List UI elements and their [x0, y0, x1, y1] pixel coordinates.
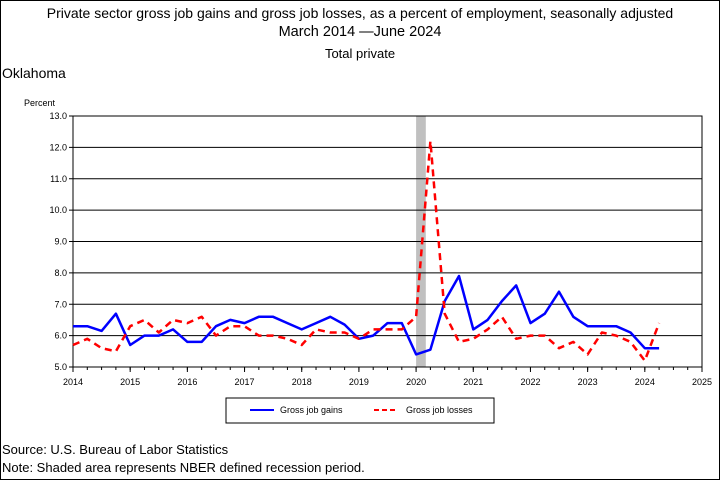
legend-label: Gross job losses [406, 405, 473, 415]
chart-title: Private sector gross job gains and gross… [46, 5, 674, 21]
line-chart: 5.0 6.0 7.0 8.0 9.0 10.0 11.0 12.0 13.0 2014 2015 2… [49, 111, 712, 424]
y-tick-label: 7.0 [54, 299, 67, 309]
source-note: Source: U.S. Bureau of Labor Statistics [2, 442, 229, 457]
y-tick-label: 8.0 [54, 268, 67, 278]
chart-date-range: March 2014 —June 2024 [278, 24, 442, 40]
x-tick-label: 2025 [692, 377, 712, 387]
y-tick-label: 6.0 [54, 331, 67, 341]
x-tick-label: 2024 [635, 377, 655, 387]
x-tick-label: 2021 [463, 377, 483, 387]
y-tick-label: 12.0 [49, 142, 67, 152]
y-tick-label: 9.0 [54, 237, 67, 247]
region-label: Oklahoma [2, 65, 66, 81]
x-tick-label: 2023 [578, 377, 598, 387]
x-tick-label: 2020 [406, 377, 426, 387]
x-tick-label: 2019 [349, 377, 369, 387]
series-gross-job-gains-line [73, 274, 660, 356]
x-tick-label: 2017 [235, 377, 255, 387]
series-gross-job-losses-line [72, 139, 661, 362]
recession-note: Note: Shaded area represents NBER define… [2, 460, 365, 475]
y-tick-label: 5.0 [54, 362, 67, 372]
y-tick-label: 13.0 [49, 111, 67, 121]
x-tick-label: 2016 [177, 377, 197, 387]
legend-label: Gross job gains [280, 405, 343, 415]
chart-subtitle: Total private [324, 46, 396, 61]
y-tick-label: 11.0 [50, 174, 67, 184]
x-tick-label: 2018 [292, 377, 312, 387]
x-tick-label: 2022 [520, 377, 540, 387]
y-axis-label: Percent [24, 98, 56, 108]
x-tick-label: 2014 [63, 377, 83, 387]
x-tick-label: 2015 [120, 377, 140, 387]
y-tick-label: 10.0 [49, 205, 67, 215]
